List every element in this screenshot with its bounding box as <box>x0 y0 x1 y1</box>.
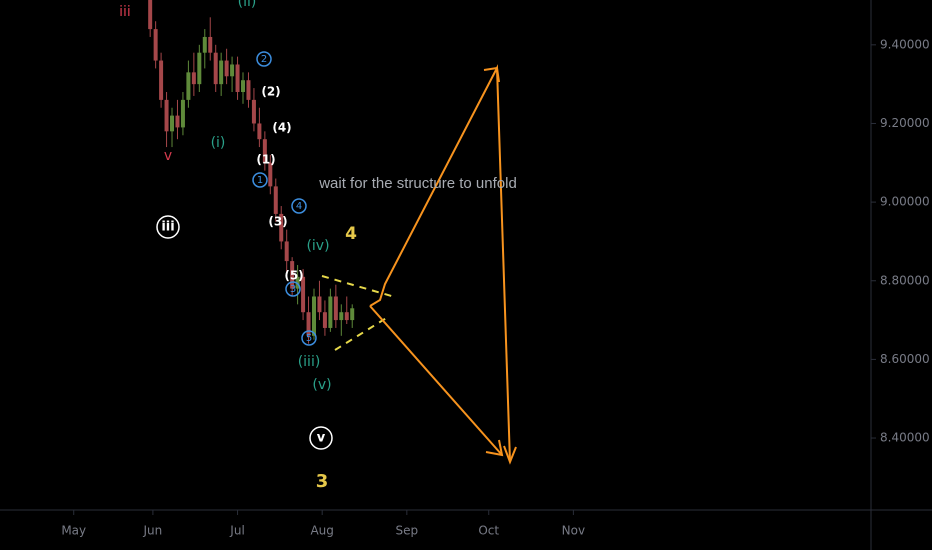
candle-body <box>159 60 164 100</box>
candle-body <box>246 80 251 100</box>
label-circle <box>285 281 301 297</box>
y-tick-label: 8.40000 <box>880 431 930 445</box>
candle-body <box>213 52 218 85</box>
candle-body <box>224 60 229 77</box>
wave-label: v <box>317 431 326 446</box>
y-tick-label: 9.20000 <box>880 116 930 130</box>
label-circle <box>291 198 307 214</box>
label-circle <box>309 426 333 450</box>
candles <box>73 0 876 515</box>
candle-body <box>170 115 175 132</box>
candle-body <box>208 36 213 53</box>
candle-body <box>202 36 207 53</box>
wave-label: (v) <box>312 377 331 393</box>
wave-label: (1) <box>256 153 275 167</box>
wave-label: 4 <box>296 201 302 212</box>
candle-body <box>164 99 169 132</box>
wave-label: 4 <box>345 224 357 244</box>
wave-label: 1 <box>257 175 263 186</box>
candle-body <box>328 296 333 328</box>
candle-body <box>284 241 289 262</box>
wave-label: (ii) <box>238 0 257 10</box>
arrowhead-down <box>485 439 504 457</box>
arrowhead-down-2 <box>503 445 517 465</box>
x-tick-label: May <box>61 524 86 538</box>
x-tick-label: Jun <box>143 524 163 538</box>
x-tick-label: Oct <box>478 524 499 538</box>
wave-label: 3 <box>316 471 329 492</box>
candle-body <box>148 0 153 30</box>
wave-label: (3) <box>268 215 287 229</box>
wave-label: (4) <box>272 121 291 135</box>
candle-body <box>333 296 338 321</box>
candle-body <box>279 213 284 242</box>
projection-down <box>369 305 503 456</box>
candle-body <box>306 312 311 336</box>
y-tick-label: 8.80000 <box>880 273 930 287</box>
y-tick-label: 9.00000 <box>880 195 930 209</box>
candle-body <box>153 29 158 61</box>
candle-body <box>317 296 322 313</box>
wave-label: wait for the structure to unfold <box>318 175 517 192</box>
x-tick-label: Jul <box>229 524 244 538</box>
drawings <box>321 64 517 465</box>
y-tick-label: 9.40000 <box>880 37 930 51</box>
candle-body <box>235 64 240 93</box>
candle-body <box>339 312 344 321</box>
x-tick-label: Nov <box>562 524 585 538</box>
candle-body <box>230 64 235 77</box>
candle-body <box>322 312 327 328</box>
label-circle <box>156 215 180 239</box>
label-circle <box>256 51 272 67</box>
candle-body <box>301 276 306 313</box>
wave-label: v <box>164 148 172 164</box>
candle-body <box>344 312 349 321</box>
candle-body <box>219 60 224 85</box>
wave-label: (5) <box>284 269 303 283</box>
wave-label: 3 <box>290 284 296 295</box>
candle-body <box>268 162 273 187</box>
label-circle <box>252 172 268 188</box>
candle-body <box>273 186 278 214</box>
x-tick-label: Aug <box>310 524 333 538</box>
x-tick-label: Sep <box>396 524 419 538</box>
wave-label: 5 <box>306 333 312 344</box>
candle-body <box>262 139 267 163</box>
candle-body <box>180 99 185 128</box>
y-tick-label: 8.60000 <box>880 352 930 366</box>
wave-label: 2 <box>261 54 267 65</box>
candle-body <box>186 72 191 100</box>
wave-label: iii <box>161 220 174 235</box>
arrowhead-up <box>483 66 500 83</box>
candle-body <box>197 52 202 85</box>
candle-body <box>251 99 256 124</box>
candle-body <box>295 276 300 289</box>
wave-label: iii <box>119 4 131 20</box>
candle-body <box>191 72 196 85</box>
triangle-lower <box>334 316 389 351</box>
wave-label: (2) <box>261 85 280 99</box>
projection-up <box>369 64 511 463</box>
wave-label: (iii) <box>298 354 321 370</box>
candle-body <box>241 80 246 93</box>
candle-body <box>290 261 295 289</box>
annotations: iii(ii)v(i)iii2(2)(4)(1)14(3)(iv)4(5)35(… <box>119 0 517 492</box>
label-circle <box>301 330 317 346</box>
wave-label: (iv) <box>306 238 329 254</box>
candle-body <box>257 123 262 140</box>
candle-body <box>350 308 355 321</box>
candle-body <box>311 296 316 336</box>
wave-label: (i) <box>211 135 226 151</box>
candle-body <box>175 115 180 128</box>
